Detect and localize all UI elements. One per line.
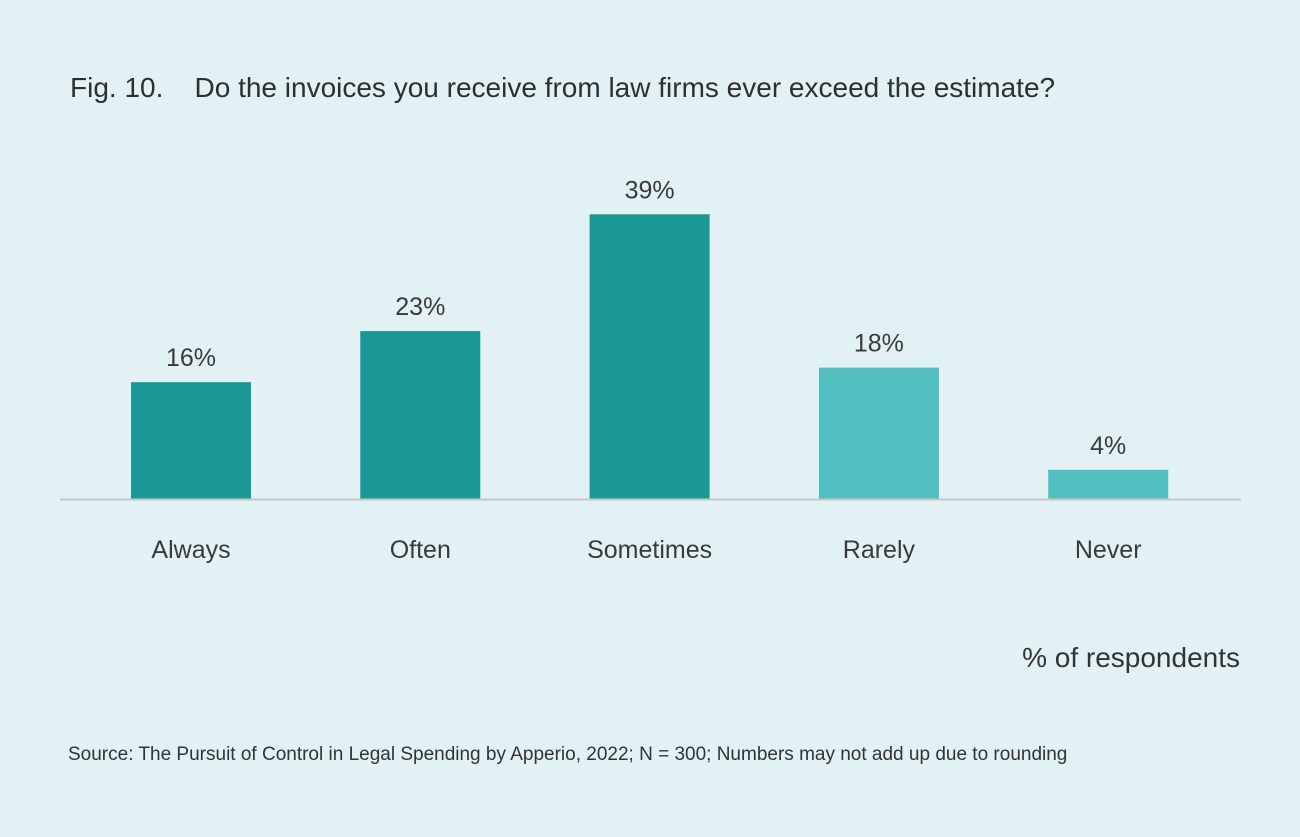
category-label: Always — [151, 536, 230, 564]
chart-title: Fig. 10. Do the invoices you receive fro… — [70, 72, 1056, 103]
bar-rarely — [818, 367, 939, 499]
bar-often — [360, 331, 481, 499]
category-label: Rarely — [843, 536, 916, 564]
category-label: Never — [1075, 536, 1142, 564]
category-label: Sometimes — [587, 536, 712, 564]
bar-sometimes — [589, 214, 710, 500]
value-label: 23% — [395, 293, 445, 321]
value-label: 18% — [854, 330, 904, 358]
value-label: 39% — [625, 176, 675, 204]
bar-never — [1048, 469, 1169, 499]
y-axis-label: % of respondents — [1022, 642, 1240, 673]
bar-always — [131, 382, 251, 499]
value-label: 16% — [166, 344, 216, 372]
source-note: Source: The Pursuit of Control in Legal … — [68, 744, 1068, 765]
category-label: Often — [390, 536, 451, 564]
value-label: 4% — [1090, 432, 1126, 460]
